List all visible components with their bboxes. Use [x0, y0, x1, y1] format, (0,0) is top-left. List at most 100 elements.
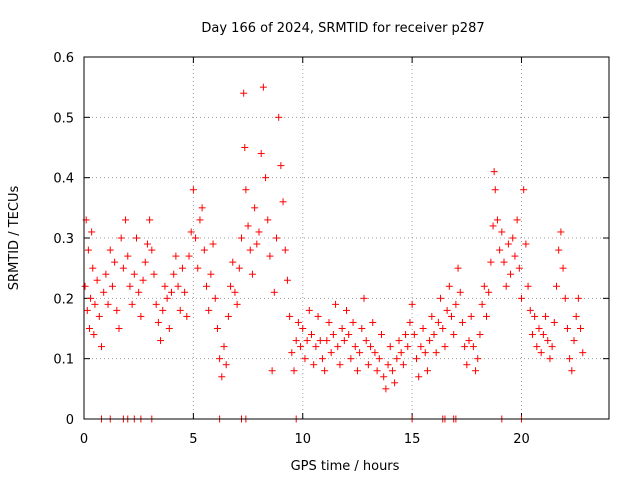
data-point — [483, 312, 490, 320]
data-point — [163, 294, 171, 302]
data-point — [537, 349, 545, 357]
data-point — [89, 264, 97, 272]
data-point — [478, 300, 486, 308]
data-point — [563, 325, 571, 332]
data-point — [135, 288, 143, 296]
data-point — [415, 373, 423, 381]
data-point — [380, 373, 388, 381]
data-point — [332, 300, 340, 308]
data-point — [369, 318, 377, 326]
data-point — [463, 361, 471, 369]
data-point — [200, 246, 208, 254]
data-point — [568, 367, 576, 375]
data-point — [566, 355, 574, 363]
data-point — [113, 306, 121, 314]
data-point — [310, 361, 318, 369]
data-point — [314, 312, 322, 320]
data-point — [343, 306, 350, 314]
data-point — [220, 343, 228, 351]
data-point — [397, 349, 405, 357]
data-point — [297, 343, 305, 351]
data-point — [161, 282, 169, 290]
data-point — [91, 300, 99, 308]
data-point — [264, 216, 272, 224]
data-point — [283, 276, 291, 284]
data-point — [133, 234, 140, 242]
data-point — [277, 162, 285, 170]
data-point — [579, 349, 587, 357]
data-point — [323, 337, 331, 345]
data-point — [100, 288, 108, 296]
y-tick-label: 0.6 — [53, 51, 74, 66]
data-point — [417, 343, 425, 351]
data-point — [388, 367, 396, 375]
data-point — [496, 246, 504, 254]
data-point — [266, 252, 274, 260]
data-point — [209, 240, 217, 248]
data-point — [472, 367, 480, 375]
data-point — [367, 343, 375, 351]
data-point — [402, 331, 410, 339]
data-point — [253, 240, 261, 248]
data-point — [154, 318, 162, 326]
data-point — [546, 355, 554, 363]
data-point — [434, 318, 442, 326]
data-point — [170, 270, 178, 278]
data-point — [443, 306, 451, 314]
data-point — [106, 246, 114, 254]
data-point — [102, 270, 110, 278]
data-point — [288, 349, 296, 357]
data-point — [428, 312, 436, 320]
data-point — [356, 349, 364, 357]
data-point — [520, 186, 528, 194]
data-point — [117, 234, 125, 242]
data-point — [292, 337, 300, 345]
data-point — [216, 355, 224, 363]
data-point — [371, 349, 379, 357]
data-point — [419, 325, 427, 332]
data-point — [373, 367, 381, 375]
data-point — [413, 355, 420, 363]
data-point — [87, 294, 95, 302]
data-point — [404, 343, 412, 351]
data-point — [312, 343, 320, 351]
data-point — [347, 355, 355, 363]
data-point — [439, 325, 447, 332]
data-point — [375, 355, 383, 363]
data-point — [146, 216, 154, 224]
data-point — [500, 258, 508, 266]
y-tick-label: 0 — [66, 413, 74, 428]
data-point — [176, 306, 184, 314]
y-tick-label: 0.3 — [53, 232, 74, 247]
data-point — [318, 355, 326, 363]
data-point — [207, 270, 215, 278]
data-point — [211, 294, 219, 302]
data-point — [286, 312, 294, 320]
data-points-layer — [81, 83, 587, 423]
data-point — [229, 258, 237, 266]
x-axis-label: GPS time / hours — [291, 459, 400, 474]
data-point — [334, 343, 342, 351]
data-point — [222, 361, 230, 369]
data-point — [421, 349, 429, 357]
data-point — [152, 300, 160, 308]
data-point — [467, 312, 475, 320]
data-point — [192, 234, 200, 242]
data-point — [364, 361, 372, 369]
chart-title: Day 166 of 2024, SRMTID for receiver p28… — [201, 21, 484, 36]
data-point — [321, 367, 329, 375]
data-point — [533, 343, 541, 351]
data-point — [452, 300, 460, 308]
data-point — [345, 331, 353, 339]
plot-area-frame — [83, 56, 610, 420]
data-point — [224, 312, 232, 320]
data-point — [338, 325, 346, 332]
data-point — [241, 144, 249, 151]
data-point — [395, 337, 403, 345]
y-tick-label: 0.1 — [53, 353, 74, 368]
data-point — [168, 288, 175, 296]
data-point — [480, 282, 488, 290]
data-point — [301, 355, 309, 363]
data-point — [570, 337, 578, 345]
